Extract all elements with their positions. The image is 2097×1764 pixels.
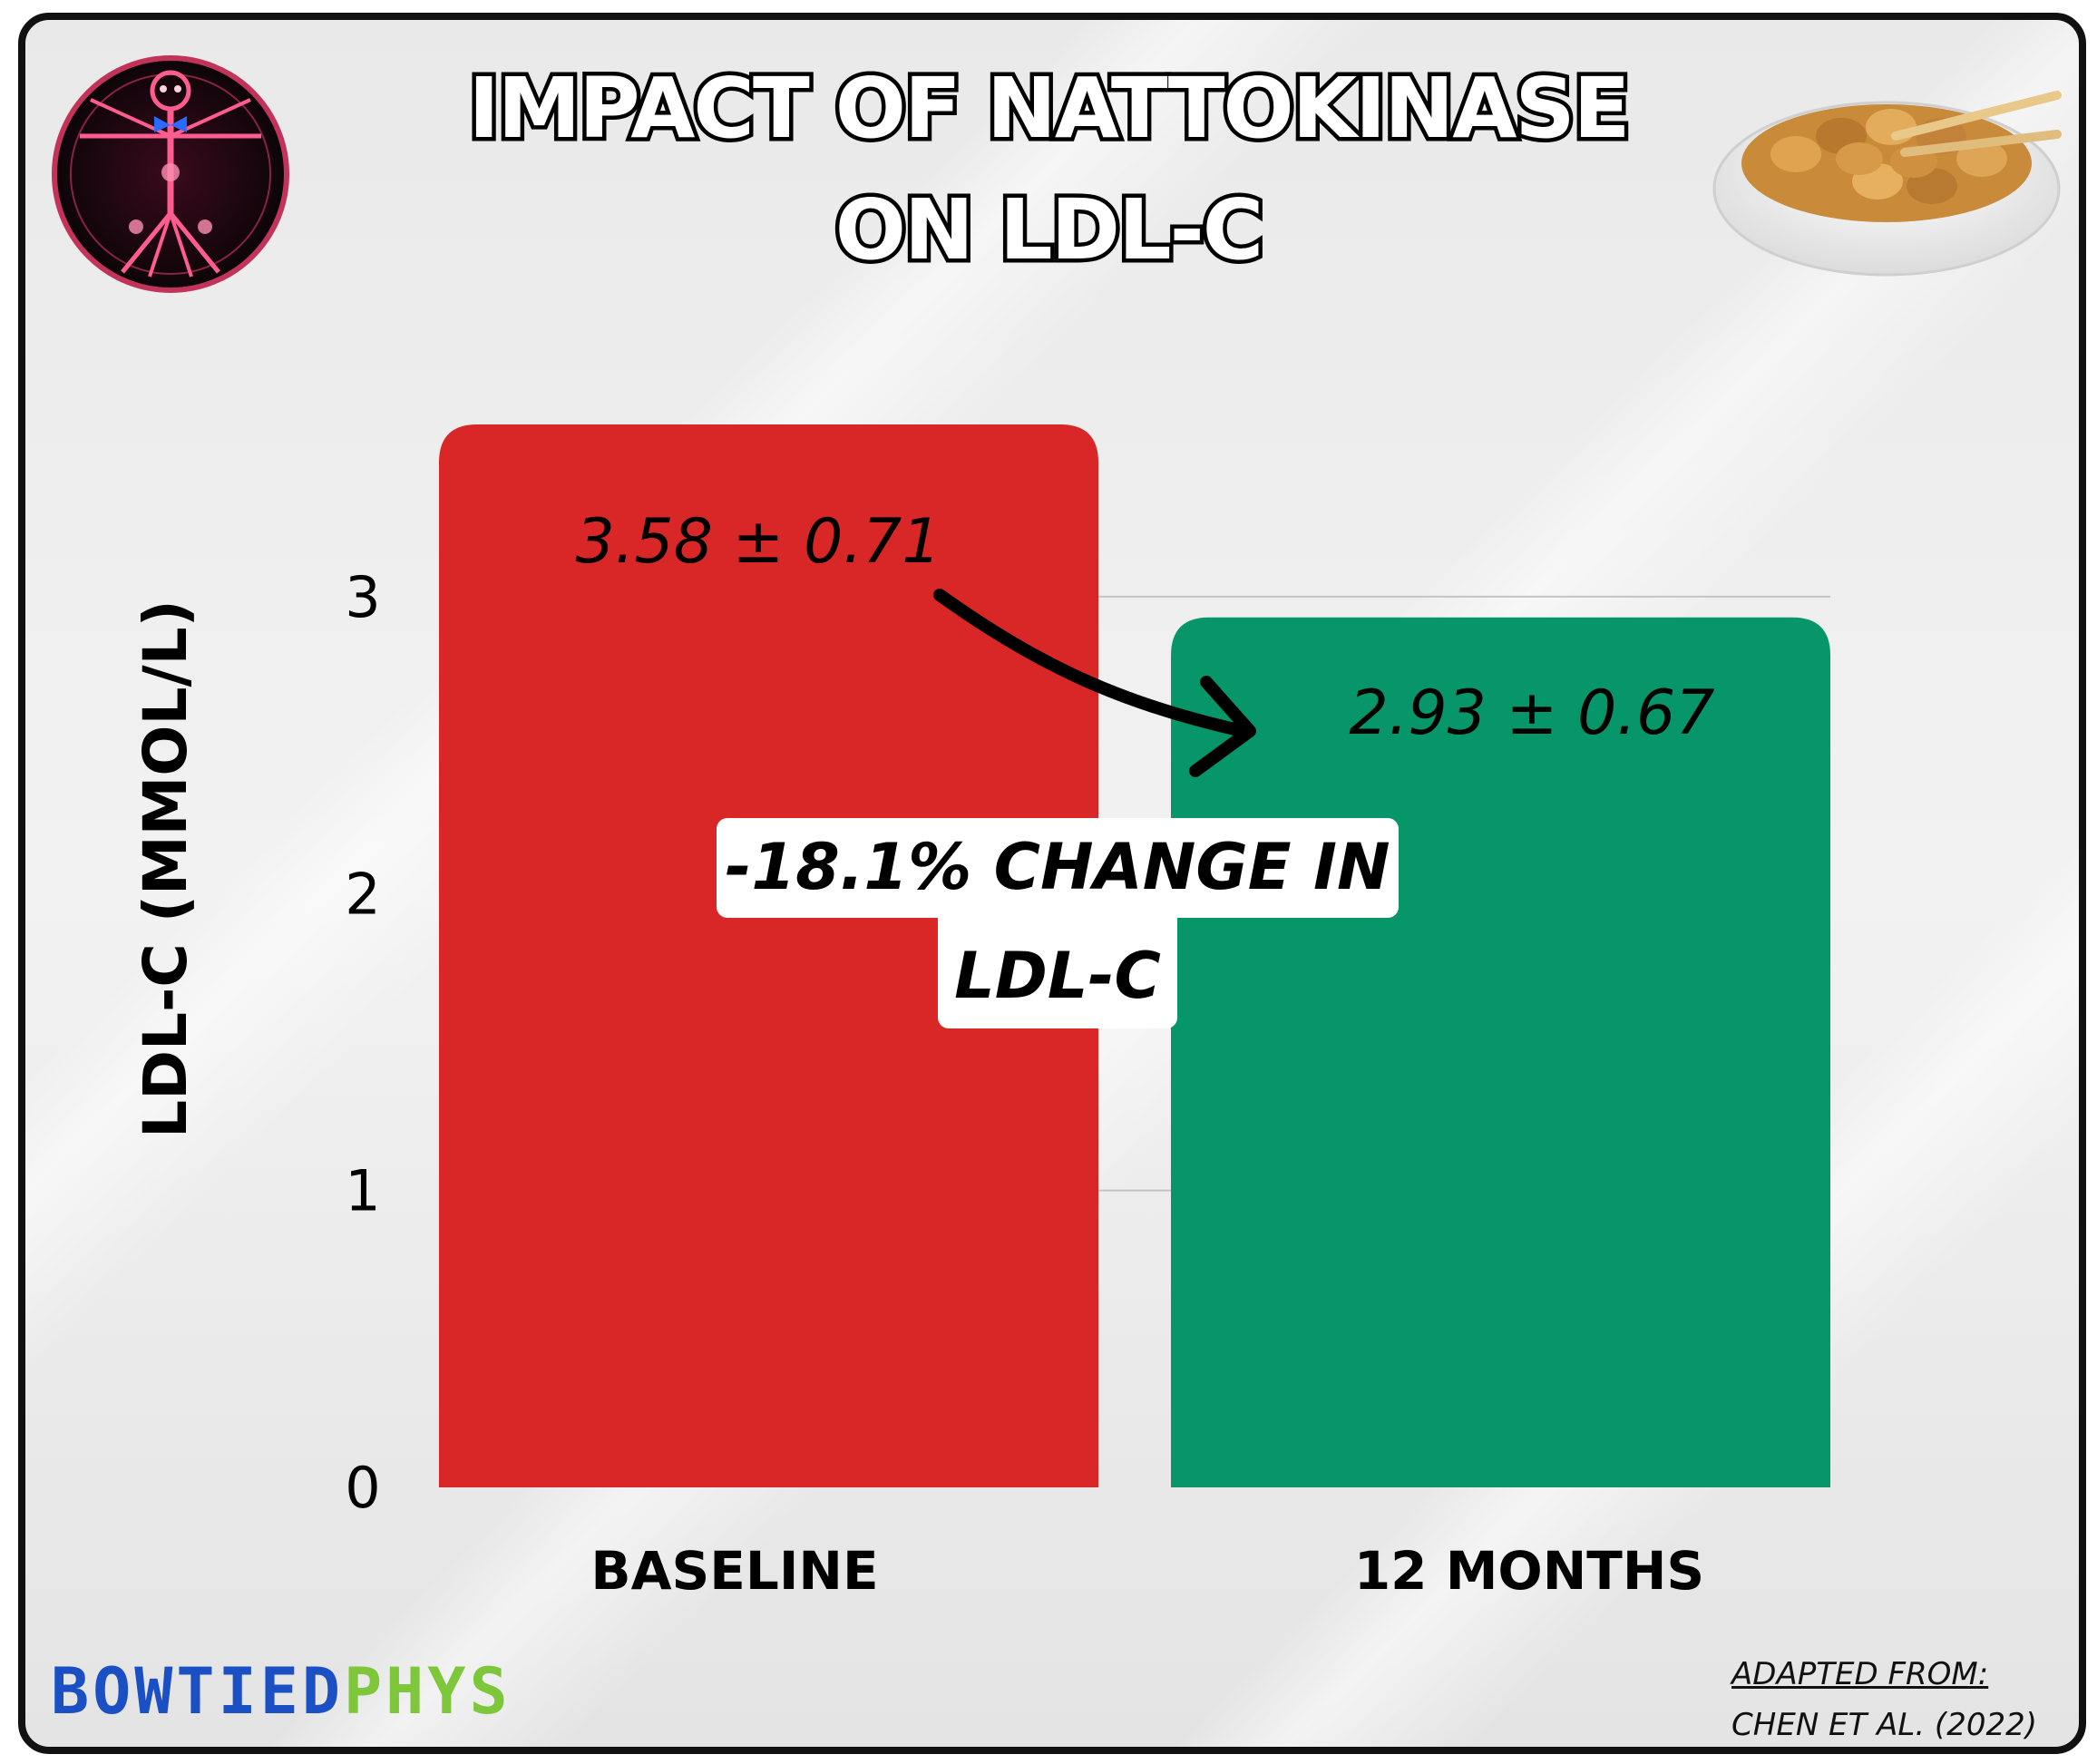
- bars: 3.58 ± 0.71 2.93 ± 0.67: [439, 424, 1830, 1487]
- x-category-label-0: BASELINE: [590, 1540, 878, 1602]
- brand-part-1: BOWTIED: [51, 1654, 345, 1729]
- vitruvian-man-logo-icon: [52, 55, 289, 293]
- brand-logo: BOWTIEDPHYS: [51, 1660, 512, 1723]
- brand-part-2: PHYS: [344, 1654, 512, 1729]
- y-ticks: 0 1 2 3: [345, 564, 380, 1521]
- source-line-2: CHEN ET AL. (2022): [1731, 1707, 2037, 1743]
- source-line-1: ADAPTED FROM:: [1731, 1656, 1989, 1692]
- y-tick-label-1: 1: [345, 1158, 380, 1224]
- source-citation: ADAPTED FROM: CHEN ET AL. (2022): [1731, 1649, 2037, 1750]
- bar-0: [439, 424, 1098, 1487]
- x-category-label-1: 12 MONTHS: [1354, 1540, 1704, 1602]
- bar-value-label-1: 2.93 ± 0.67: [1349, 677, 1714, 749]
- y-tick-label-0: 0: [345, 1455, 380, 1521]
- y-tick-label-3: 3: [345, 564, 380, 630]
- change-arrow-icon: [933, 589, 1256, 777]
- chart-title-line-1: IMPACT OF NATTOKINASE: [464, 56, 1634, 161]
- bar-value-label-0: 3.58 ± 0.71: [575, 506, 941, 578]
- chart-title-line-2: ON LDL-C: [831, 178, 1268, 283]
- annotation-line-2: LDL-C: [954, 939, 1161, 1013]
- natto-bowl-icon: [1712, 91, 2062, 277]
- change-annotation: -18.1% CHANGE IN LDL-C: [717, 818, 1399, 1028]
- y-tick-label-2: 2: [345, 861, 380, 927]
- annotation-line-1: -18.1% CHANGE IN: [725, 830, 1390, 904]
- y-axis-label: LDL-C (MMOL/L): [131, 599, 200, 1138]
- x-categories: BASELINE 12 MONTHS: [590, 1540, 1704, 1602]
